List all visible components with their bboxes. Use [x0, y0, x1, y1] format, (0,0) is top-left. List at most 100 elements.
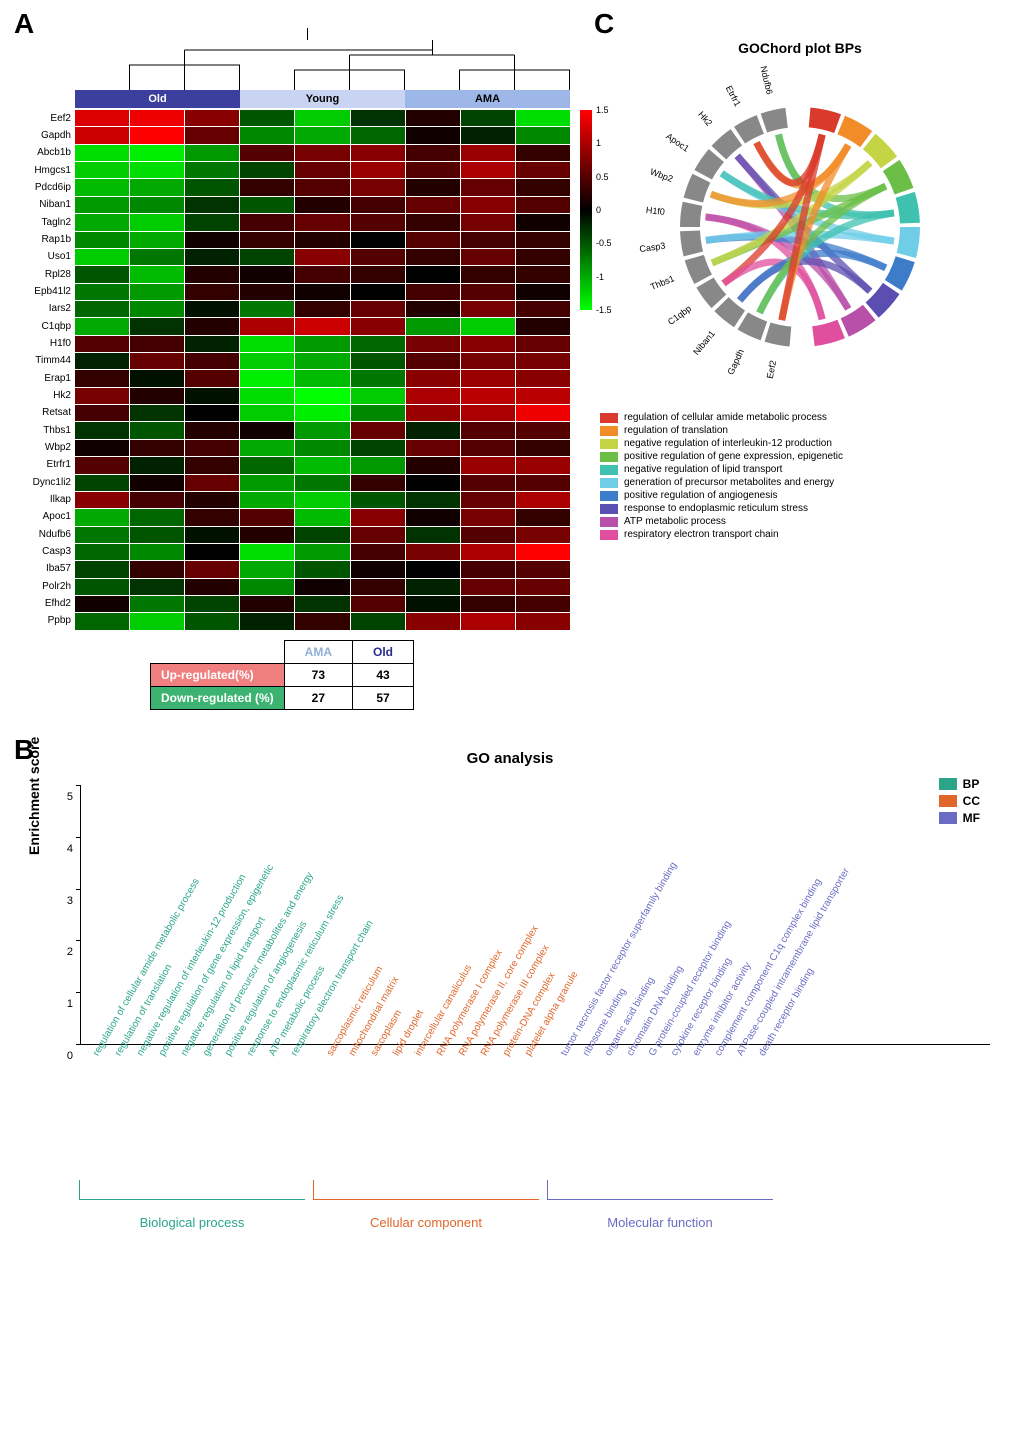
- heatmap-cell: [406, 232, 460, 248]
- heatmap-cell: [351, 370, 405, 386]
- heatmap-cell: [516, 457, 570, 473]
- heatmap-cell: [130, 266, 184, 282]
- chord-legend-item: negative regulation of lipid transport: [600, 464, 1000, 475]
- row-label: Niban1: [20, 197, 75, 214]
- heatmap-cell: [185, 492, 239, 508]
- row-label: Gapdh: [20, 127, 75, 144]
- heatmap-cell: [461, 509, 515, 525]
- x-tick-label: mitochondrial matrix: [340, 1049, 358, 1199]
- heatmap-grid: [75, 110, 570, 630]
- panel-c-label: C: [594, 8, 614, 40]
- legend-label: regulation of cellular amide metabolic p…: [624, 412, 827, 423]
- x-tick-label: ribosome binding: [574, 1049, 592, 1199]
- heatmap-cell: [461, 249, 515, 265]
- chord-gene-arc: [738, 312, 768, 340]
- panel-a: A OldYoungAMA Eef2GapdhAbcb1bHmgcs1Pdcd6…: [20, 20, 570, 710]
- heatmap-cell: [461, 370, 515, 386]
- heatmap-cell: [185, 457, 239, 473]
- heatmap-cell: [406, 336, 460, 352]
- heatmap-cell: [185, 162, 239, 178]
- heatmap-cell: [240, 249, 294, 265]
- heatmap-cell: [240, 527, 294, 543]
- row-label: Hmgcs1: [20, 162, 75, 179]
- heatmap-cell: [406, 370, 460, 386]
- legend-label: MF: [963, 811, 980, 825]
- chord-gene-arc: [680, 202, 702, 227]
- heatmap-cell: [130, 353, 184, 369]
- heatmap-cell: [516, 318, 570, 334]
- heatmap-row: [75, 284, 570, 300]
- heatmap-cell: [75, 162, 129, 178]
- heatmap-row: [75, 405, 570, 421]
- row-label: Retsat: [20, 405, 75, 422]
- x-tick-label: respiratory electron transport chain: [282, 1049, 300, 1199]
- group-old: Old: [75, 90, 240, 108]
- heatmap-cell: [185, 422, 239, 438]
- heatmap-cell: [295, 127, 349, 143]
- row-label: Eef2: [20, 110, 75, 127]
- go-category-underlines: [80, 1180, 990, 1210]
- heatmap-row: [75, 613, 570, 629]
- heatmap-row: [75, 301, 570, 317]
- heatmap-cell: [75, 388, 129, 404]
- x-tick-label: complement component C1q complex binding: [706, 1049, 724, 1199]
- chord-term-arc: [809, 107, 841, 133]
- chord-gene-arc: [734, 115, 764, 143]
- heatmap-cell: [185, 544, 239, 560]
- heatmap-cell: [461, 214, 515, 230]
- heatmap-cell: [185, 179, 239, 195]
- go-legend-item: MF: [939, 811, 980, 825]
- legend-swatch: [600, 426, 618, 436]
- heatmap-cell: [516, 613, 570, 629]
- dendrogram: [75, 20, 625, 90]
- legend-swatch: [939, 778, 957, 790]
- heatmap-cell: [295, 284, 349, 300]
- go-xlabels: regulation of cellular amide metabolic p…: [80, 1049, 990, 1199]
- heatmap-cell: [75, 145, 129, 161]
- legend-swatch: [939, 795, 957, 807]
- legend-swatch: [600, 439, 618, 449]
- legend-label: respiratory electron transport chain: [624, 529, 779, 540]
- heatmap-cell: [295, 561, 349, 577]
- y-tickmark: [76, 837, 81, 838]
- legend-swatch: [939, 812, 957, 824]
- heatmap-cell: [406, 197, 460, 213]
- heatmap-cell: [75, 110, 129, 126]
- figure: A OldYoungAMA Eef2GapdhAbcb1bHmgcs1Pdcd6…: [20, 20, 1000, 1235]
- heatmap-cell: [130, 527, 184, 543]
- heatmap-row: [75, 527, 570, 543]
- heatmap-cell: [406, 266, 460, 282]
- heatmap-cell: [75, 475, 129, 491]
- heatmap-cell: [75, 579, 129, 595]
- panel-a-label: A: [14, 8, 34, 40]
- heatmap-cell: [75, 613, 129, 629]
- chord-term-arc: [812, 320, 845, 346]
- group-young: Young: [240, 90, 405, 108]
- heatmap-cell: [240, 197, 294, 213]
- heatmap-cell: [461, 145, 515, 161]
- heatmap-cell: [185, 579, 239, 595]
- heatmap-cell: [185, 353, 239, 369]
- category-underline: [313, 1180, 539, 1200]
- heatmap-cell: [75, 249, 129, 265]
- x-tick-label: ATPase-coupled intramembrane lipid trans…: [728, 1049, 746, 1199]
- heatmap-cell: [130, 561, 184, 577]
- heatmap-cell: [185, 509, 239, 525]
- regulation-table: AMA Old Up-regulated(%)7343Down-regulate…: [150, 640, 414, 710]
- heatmap-group-bar: OldYoungAMA: [75, 90, 570, 108]
- row-label: Iars2: [20, 301, 75, 318]
- row-head: Up-regulated(%): [151, 664, 285, 687]
- legend-swatch: [600, 491, 618, 501]
- heatmap-cell: [240, 353, 294, 369]
- heatmap-cell: [185, 596, 239, 612]
- row-label: Abcb1b: [20, 145, 75, 162]
- heatmap-row: [75, 179, 570, 195]
- heatmap-cell: [295, 318, 349, 334]
- table-row: Up-regulated(%)7343: [151, 664, 414, 687]
- heatmap-cell: [295, 457, 349, 473]
- heatmap-cell: [461, 388, 515, 404]
- heatmap-cell: [240, 492, 294, 508]
- heatmap-row: [75, 370, 570, 386]
- heatmap-cell: [351, 353, 405, 369]
- heatmap-row: [75, 579, 570, 595]
